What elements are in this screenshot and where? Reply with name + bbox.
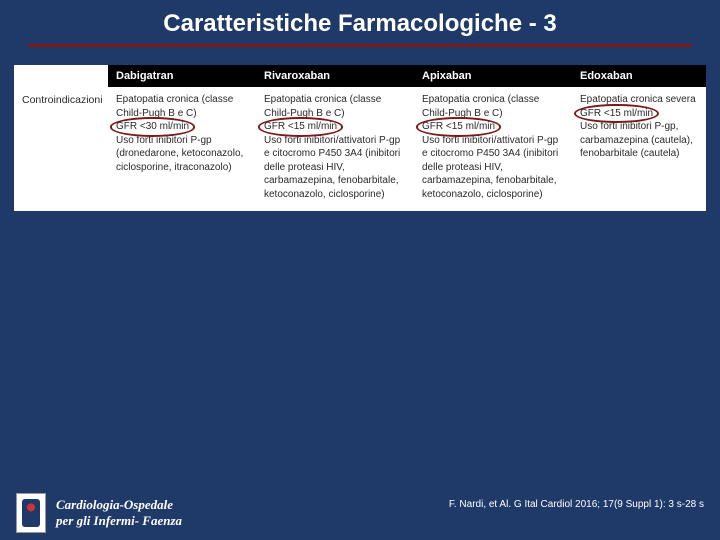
footer: Cardiologia-Ospedale per gli Infermi- Fa…	[0, 486, 720, 540]
title-bar: Caratteristiche Farmacologiche - 3	[0, 0, 720, 38]
cell: Epatopatia cronica (classe Child-Pugh B …	[256, 87, 414, 211]
gfr-value: GFR <15 ml/min	[264, 120, 337, 134]
col-header	[14, 65, 108, 87]
affiliation-line1: Cardiologia-Ospedale	[56, 497, 182, 513]
gfr-value: GFR <30 ml/min	[116, 120, 189, 134]
affiliation: Cardiologia-Ospedale per gli Infermi- Fa…	[56, 497, 182, 528]
gfr-value: GFR <15 ml/min	[580, 107, 653, 121]
col-header: Edoxaban	[572, 65, 706, 87]
logo	[16, 493, 46, 533]
pharma-table: Dabigatran Rivaroxaban Apixaban Edoxaban…	[14, 65, 706, 211]
col-header: Apixaban	[414, 65, 572, 87]
table-row: Controindicazioni Epatopatia cronica (cl…	[14, 87, 706, 211]
cell-text: Epatopatia cronica (classe Child-Pugh B …	[264, 93, 406, 201]
affiliation-line2: per gli Infermi- Faenza	[56, 513, 182, 529]
cell-text: Epatopatia cronica (classe Child-Pugh B …	[116, 93, 248, 174]
table-header-row: Dabigatran Rivaroxaban Apixaban Edoxaban	[14, 65, 706, 87]
cell: Epatopatia cronica (classe Child-Pugh B …	[108, 87, 256, 211]
title-rule	[28, 44, 692, 47]
row-label: Controindicazioni	[14, 87, 108, 211]
col-header: Rivaroxaban	[256, 65, 414, 87]
cell: Epatopatia cronica severaGFR <15 ml/minU…	[572, 87, 706, 211]
gfr-value: GFR <15 ml/min	[422, 120, 495, 134]
cell-text: Epatopatia cronica severaGFR <15 ml/minU…	[580, 93, 698, 161]
cell-text: Epatopatia cronica (classe Child-Pugh B …	[422, 93, 564, 201]
col-header: Dabigatran	[108, 65, 256, 87]
table-container: Dabigatran Rivaroxaban Apixaban Edoxaban…	[14, 65, 706, 211]
cell: Epatopatia cronica (classe Child-Pugh B …	[414, 87, 572, 211]
page-title: Caratteristiche Farmacologiche - 3	[163, 10, 556, 38]
citation: F. Nardi, et Al. G Ital Cardiol 2016; 17…	[449, 499, 704, 510]
